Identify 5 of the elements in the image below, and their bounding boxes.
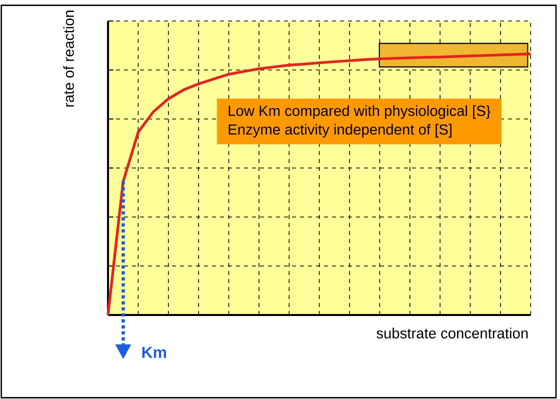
annotation: Low Km compared with physiological [S} (228, 105, 491, 119)
annotation: Enzyme activity independent of [S] (228, 124, 452, 138)
y-axis-title: rate of reaction (63, 10, 74, 107)
text: Km (142, 346, 166, 358)
x-axis-title: substrate concentration (376, 328, 528, 338)
